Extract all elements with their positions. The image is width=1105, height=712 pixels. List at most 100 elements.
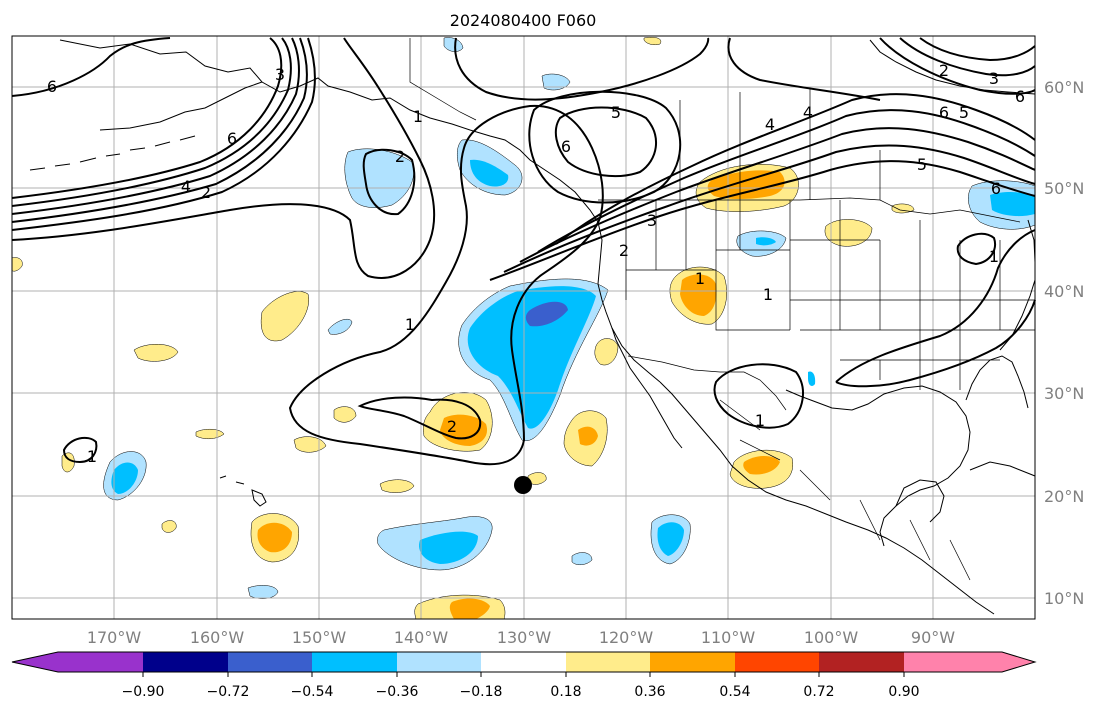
- contour-label: 2: [619, 241, 629, 260]
- anomaly-warm-small-i: [643, 37, 662, 46]
- anomaly-warm-pac4-orange: [449, 598, 490, 619]
- contour-label: 1: [695, 269, 705, 288]
- anomaly-warm-small-e: [594, 338, 619, 366]
- colorbar-tick-label: −0.36: [376, 684, 419, 700]
- anomaly-warm-pac3-orange: [257, 522, 292, 553]
- anomaly-warm-small-k: [11, 257, 23, 272]
- contour-6-ne-b: [899, 37, 1036, 77]
- contour-small-midwest: [956, 232, 996, 266]
- colorbar-segment: [904, 652, 1035, 672]
- contours: [11, 37, 1036, 466]
- contour-label: 3: [647, 211, 657, 230]
- anomaly-blue-small-d: [808, 371, 816, 386]
- contour-label: 3: [989, 69, 999, 88]
- coast-alaska-southwest: [99, 81, 263, 131]
- contour-6-ne-c: [919, 37, 1036, 62]
- colorbar-segment: [481, 652, 566, 672]
- contour-label: 6: [47, 77, 57, 96]
- contour-label: 1: [413, 107, 423, 126]
- contour-1-hawaii: [62, 436, 98, 464]
- shaded-fields: [11, 37, 1036, 620]
- colorbar: −0.90 −0.72 −0.54 −0.36 −0.18 0.18 0.36 …: [11, 651, 1037, 700]
- anomaly-blue-bc-mid: [470, 159, 509, 187]
- colorbar-outline: [11, 651, 1037, 673]
- contour-jet-east-c: [519, 127, 1036, 263]
- contour-1-mexico: [713, 363, 804, 429]
- lon-label: 90°W: [911, 628, 955, 647]
- colorbar-tick-labels: −0.90 −0.72 −0.54 −0.36 −0.18 0.18 0.36 …: [122, 684, 920, 700]
- colorbar-tick-label: 0.72: [803, 684, 834, 700]
- contour-jet-east-d: [537, 109, 1036, 253]
- anomaly-warm-pac1: [260, 291, 310, 342]
- coast-baja: [611, 327, 683, 449]
- contour-label: 3: [275, 65, 285, 84]
- coast-cuba: [969, 461, 1036, 477]
- colorbar-segment: [735, 652, 819, 672]
- contour-label: 1: [763, 285, 773, 304]
- anomaly-warm-nevada-orange: [680, 274, 717, 316]
- contour-label: 6: [227, 129, 237, 148]
- anomaly-blue-pac-west-mid: [111, 462, 138, 494]
- contour-label: 4: [765, 115, 775, 134]
- coast-west-us: [597, 221, 661, 383]
- lon-label: 150°W: [292, 628, 347, 647]
- colorbar-segment: [228, 652, 312, 672]
- anomaly-blue-small-c: [571, 552, 593, 565]
- anomaly-blue-north: [443, 37, 464, 52]
- contour-1-east-b: [835, 299, 1036, 388]
- contour-label: 4: [181, 177, 191, 196]
- colorbar-segment: [397, 652, 481, 672]
- contour-jet-east-a: [489, 160, 1036, 281]
- colorbar-tick-label: −0.72: [207, 684, 250, 700]
- anomaly-warm-mexico-orange: [743, 456, 780, 475]
- anomaly-warm-montana-orange: [707, 170, 785, 199]
- anomaly-blue-offshore-mid: [467, 286, 596, 429]
- lon-label: 100°W: [804, 628, 859, 647]
- contour-label: 1: [989, 247, 999, 266]
- contour-label: 6: [561, 137, 571, 156]
- figure-title: 2024080400 F060: [450, 11, 597, 30]
- border-alaska-canada: [409, 38, 477, 121]
- coast-hawaii: [219, 475, 267, 507]
- colorbar-segment: [143, 652, 228, 672]
- contour-label: 2: [447, 417, 457, 436]
- map-panel: 6 3 6 4 2 1 2 1 2 1 1 5 6 3 2 4 4 6 5 6 …: [11, 35, 1036, 620]
- contour-2-goa: [362, 148, 416, 216]
- colorbar-tick-label: 0.54: [719, 684, 750, 700]
- graticule: [12, 36, 1035, 619]
- colorbar-tick-label: −0.90: [122, 684, 165, 700]
- lat-label: 50°N: [1044, 179, 1084, 198]
- contour-label: 1: [87, 447, 97, 466]
- anomaly-warm-small-j: [61, 452, 75, 473]
- contour-jet-west-d: [11, 37, 308, 223]
- contour-jet-west-e: [11, 37, 316, 231]
- contour-label: 6: [1015, 87, 1025, 106]
- contour-5-low: [554, 106, 658, 178]
- lat-label: 40°N: [1044, 282, 1084, 301]
- contour-1-main: [288, 104, 604, 466]
- anomaly-blue-alaska-coast: [541, 73, 571, 91]
- anomaly-blue-pac-south-mid: [419, 531, 478, 564]
- colorbar-segment: [650, 652, 735, 672]
- contour-label: 4: [803, 103, 813, 122]
- anomaly-blue-goa: [344, 148, 414, 208]
- coast-florida: [965, 355, 1029, 409]
- colorbar-segment: [566, 652, 650, 672]
- borders-states: [625, 200, 1035, 390]
- contour-label: 5: [611, 103, 621, 122]
- contour-6-ne: [879, 37, 1036, 95]
- contour-1-west: [11, 37, 436, 279]
- anomaly-warm-plains: [824, 219, 873, 247]
- contour-jet-east-b: [503, 144, 1036, 273]
- anomaly-warm-baja-orange: [578, 426, 598, 446]
- contour-label: 5: [959, 103, 969, 122]
- colorbar-tick-label: 0.36: [634, 684, 665, 700]
- storm-center-marker: [514, 476, 532, 494]
- contour-label: 6: [939, 103, 949, 122]
- lon-label: 110°W: [701, 628, 756, 647]
- contour-jet-west-c: [11, 37, 300, 215]
- contour-2-offshore: [357, 396, 482, 440]
- coast-gulf-mexico: [785, 385, 971, 547]
- anomaly-warm-pac2: [133, 344, 179, 362]
- longitude-labels: 170°W 160°W 150°W 140°W 130°W 120°W 110°…: [87, 628, 955, 647]
